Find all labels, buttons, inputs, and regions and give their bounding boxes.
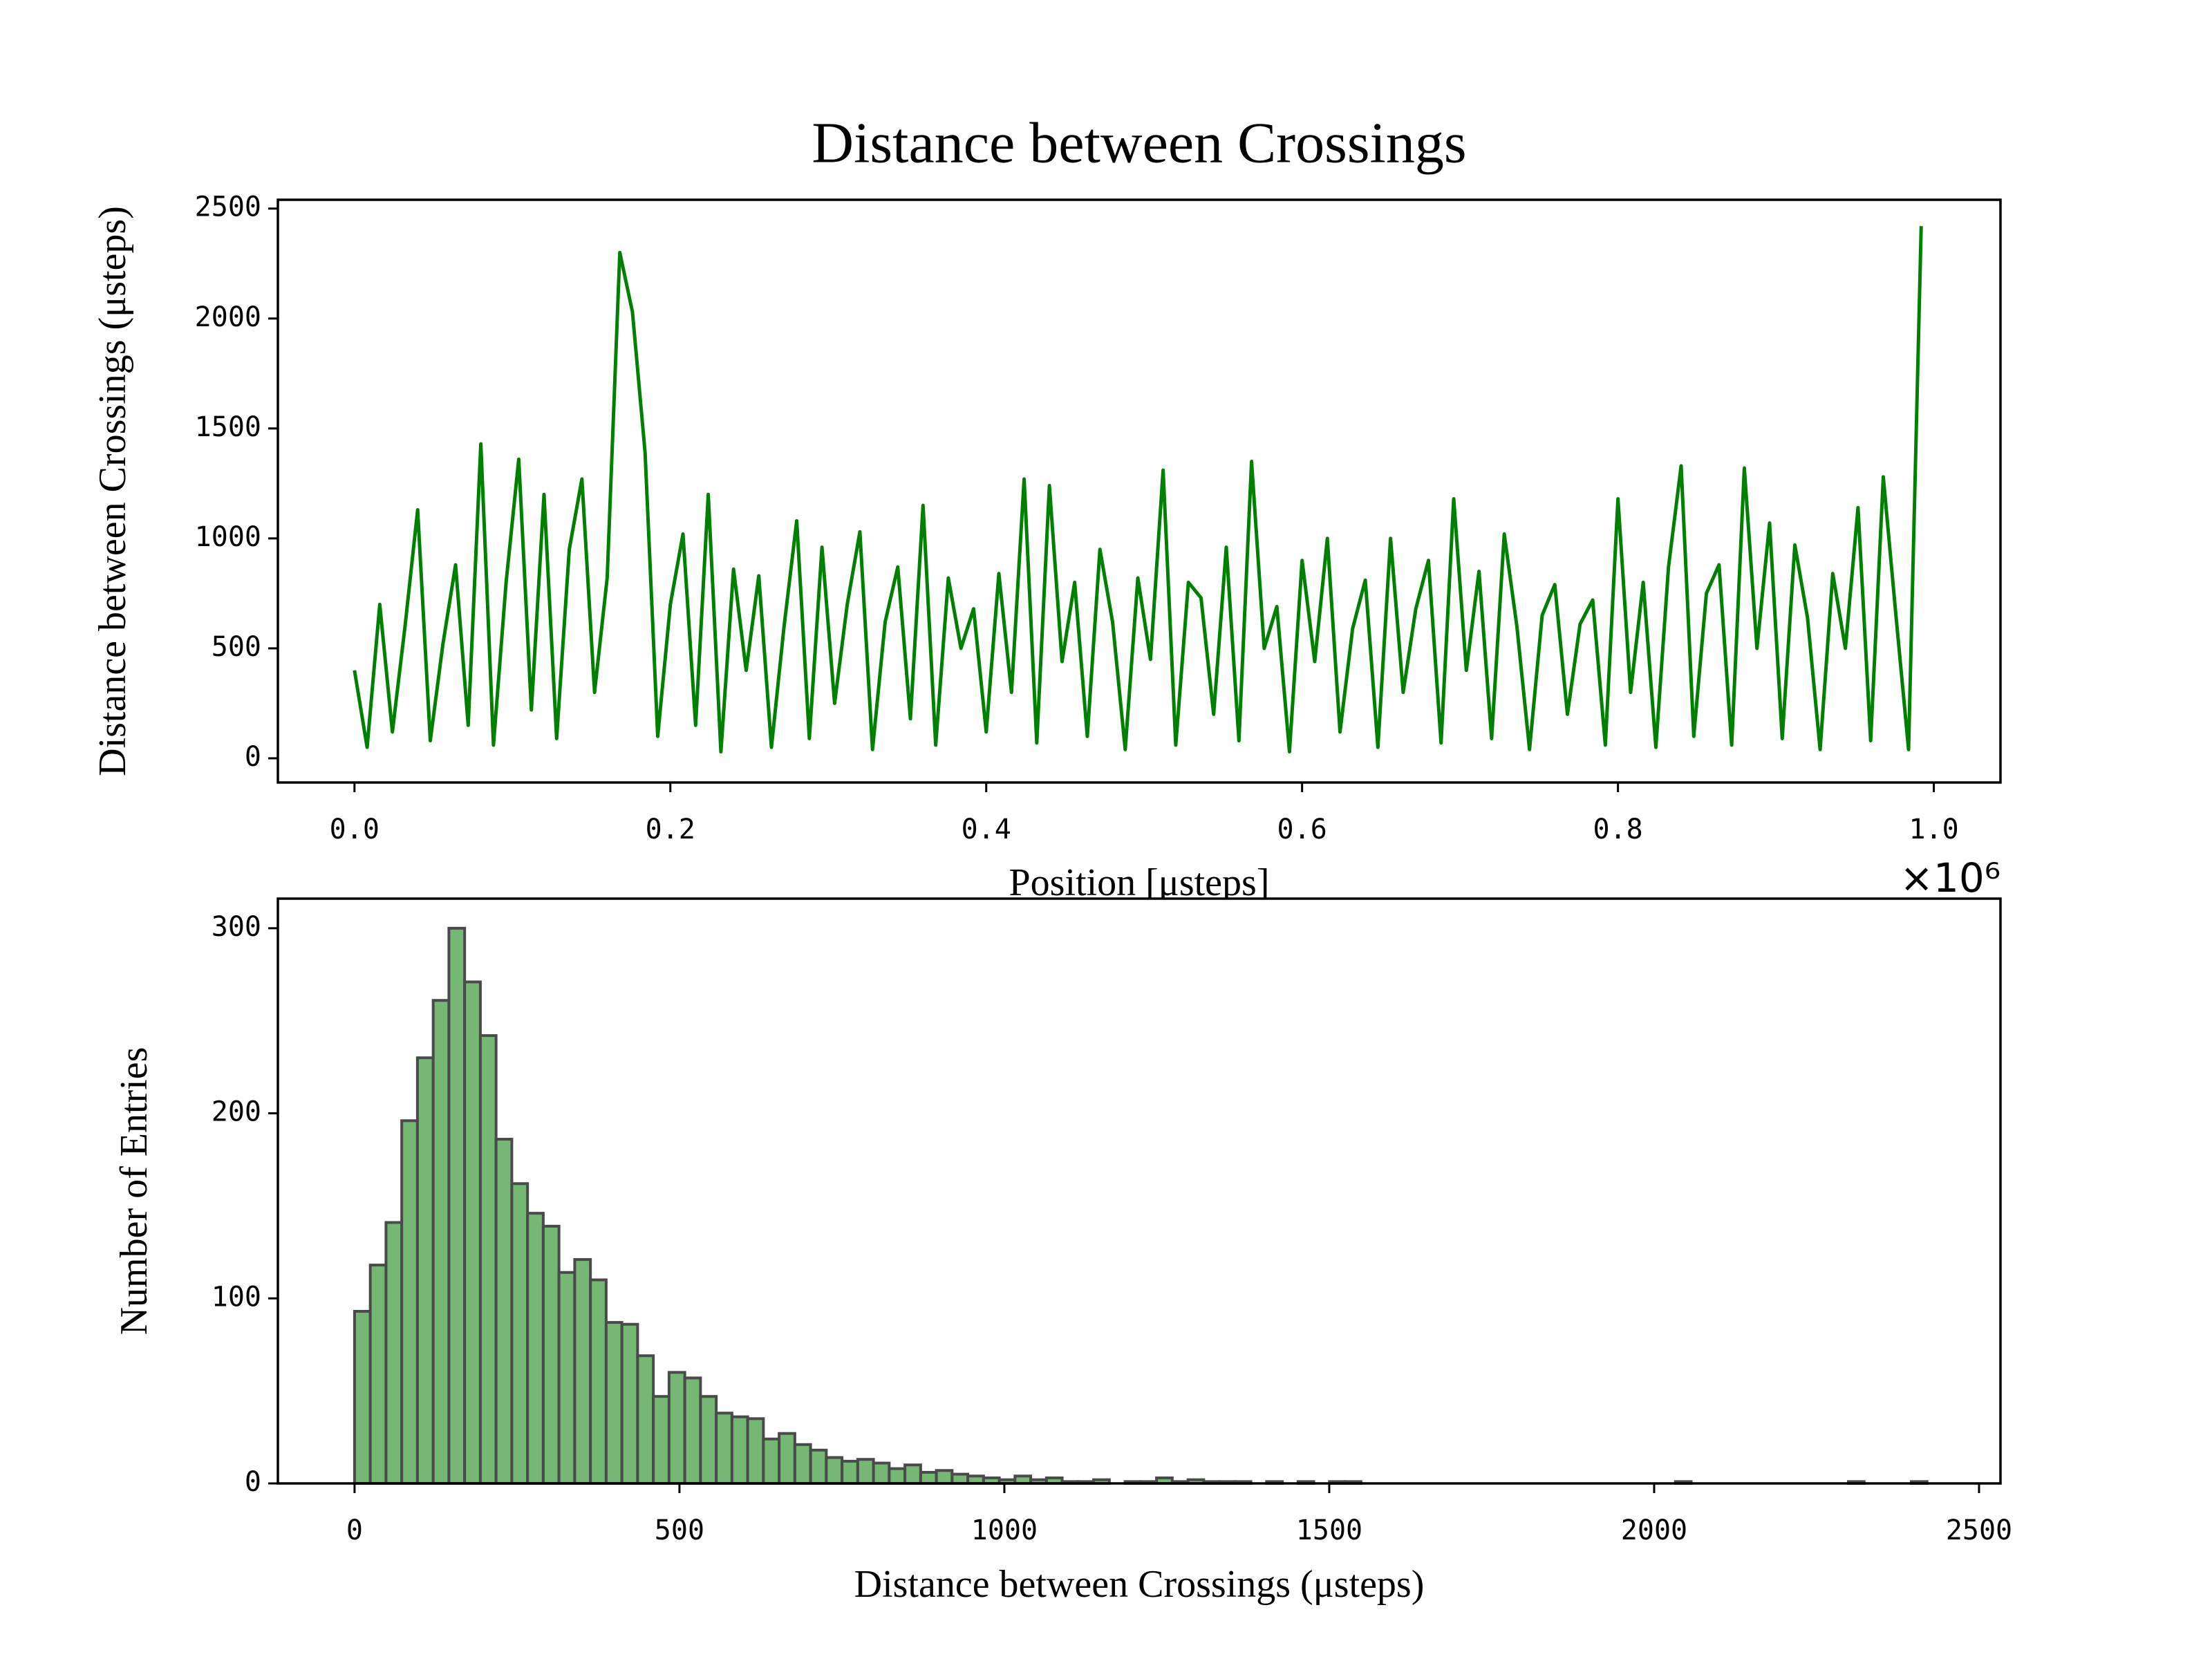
histogram-bar [463, 980, 482, 1485]
histogram-bar [762, 1437, 781, 1485]
x-tick-label: 0.8 [1593, 814, 1643, 845]
histogram-bar [667, 1371, 686, 1485]
histogram-bar [526, 1212, 545, 1485]
histogram-bar [935, 1469, 954, 1485]
axes-frame [276, 897, 2002, 1485]
y-tick-label: 1000 [195, 521, 261, 553]
histogram-bar [573, 1258, 592, 1485]
histogram-bar [400, 1119, 419, 1485]
x-tick-label: 2000 [1621, 1515, 1687, 1546]
histogram-bar [888, 1467, 907, 1485]
histogram-bar [715, 1412, 733, 1485]
histogram-bar [841, 1459, 859, 1485]
x-axis-label: Position [μsteps] [1009, 861, 1270, 904]
histogram-bar [778, 1432, 796, 1485]
y-tick-label: 2000 [195, 301, 261, 333]
chart-title: Distance between Crossings [812, 111, 1466, 175]
histogram-bar [699, 1395, 718, 1485]
histogram-bar [793, 1443, 812, 1485]
histogram-bar [856, 1458, 875, 1485]
histogram-bar [510, 1182, 529, 1485]
y-axis-label: Distance between Crossings (μsteps) [91, 206, 134, 776]
x-tick-label: 500 [655, 1515, 704, 1546]
histogram-bar [447, 926, 467, 1485]
y-tick-label: 200 [212, 1096, 261, 1128]
x-axis-label: Distance between Crossings (μsteps) [854, 1563, 1425, 1606]
histogram-bar [825, 1456, 844, 1485]
histogram-bar [415, 1056, 435, 1485]
y-axis-label: Number of Entries [113, 1047, 156, 1335]
x-tick-label: 0.6 [1277, 814, 1327, 845]
histogram-bar [919, 1470, 938, 1485]
x-tick-label: 0.0 [330, 814, 379, 845]
x-tick-label: 0.4 [962, 814, 1011, 845]
y-tick-label: 1500 [195, 411, 261, 443]
histogram-bar [384, 1221, 404, 1485]
histogram-bar [541, 1224, 561, 1485]
x-tick-label: 0.2 [646, 814, 695, 845]
plot-area [278, 200, 2000, 782]
histogram-bar [636, 1354, 655, 1485]
histogram-bar [431, 999, 451, 1485]
x-tick-label: 2500 [1946, 1515, 2012, 1546]
histogram-bar [872, 1461, 891, 1485]
x-tick-label: 1.0 [1909, 814, 1958, 845]
histogram-bar [950, 1472, 970, 1485]
y-tick-label: 2500 [195, 191, 261, 223]
y-tick-label: 0 [245, 1466, 261, 1498]
data-line [353, 226, 1923, 753]
histogram-bar [903, 1463, 922, 1485]
y-tick-label: 0 [245, 741, 261, 773]
y-tick-label: 100 [212, 1281, 261, 1313]
histogram-bar [353, 1310, 372, 1485]
histogram-bar [478, 1034, 498, 1485]
histogram-bar [604, 1321, 624, 1485]
x-offset-label: ×10⁶ [1900, 854, 2000, 901]
histogram-bar [368, 1264, 388, 1485]
x-tick-label: 1000 [971, 1515, 1038, 1546]
x-tick-label: 0 [346, 1515, 363, 1546]
histogram-bar [652, 1395, 671, 1485]
y-tick-label: 500 [212, 631, 261, 663]
histogram-bar [620, 1322, 639, 1485]
histogram-bar [494, 1138, 514, 1485]
x-tick-label: 1500 [1296, 1515, 1362, 1546]
histogram-bar [730, 1415, 749, 1485]
histogram-bar [746, 1417, 765, 1485]
histogram-bar [683, 1376, 702, 1485]
y-tick-label: 300 [212, 911, 261, 943]
histogram-bar [557, 1271, 577, 1485]
axes-frame [276, 198, 2002, 784]
histogram-bar [589, 1278, 608, 1485]
histogram-bar [809, 1448, 828, 1485]
